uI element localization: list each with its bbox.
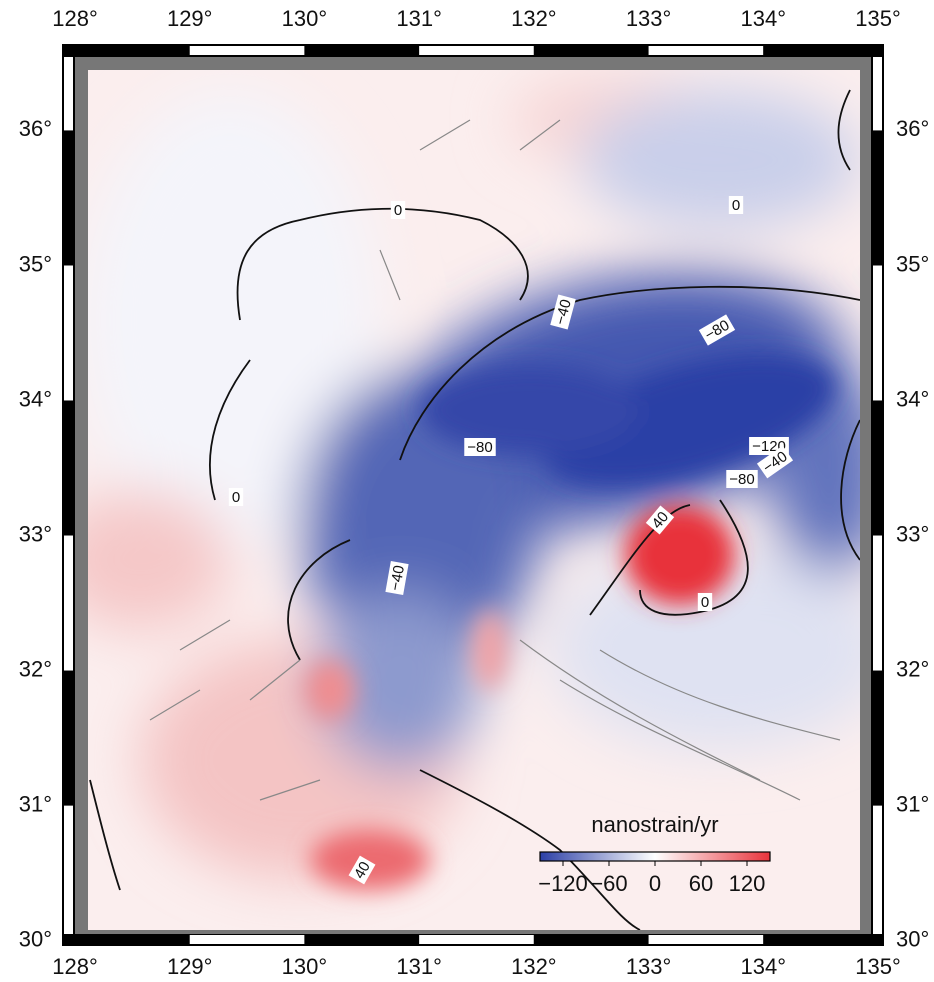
lat-label-left: 32° <box>19 656 52 681</box>
lon-tick <box>534 935 649 944</box>
lon-tick <box>419 935 534 944</box>
lat-tick <box>64 57 73 130</box>
lat-label-right: 35° <box>896 251 929 276</box>
lon-label-bottom: 132° <box>511 954 557 979</box>
contour-label-text: 0 <box>701 594 709 611</box>
colorbar-title: nanostrain/yr <box>591 812 718 837</box>
lon-tick <box>649 935 764 944</box>
lon-label-top: 134° <box>741 6 787 31</box>
contour-label: 0 <box>229 488 243 506</box>
lat-tick <box>873 536 882 671</box>
lat-tick <box>64 671 73 806</box>
lon-tick <box>75 46 190 55</box>
lat-tick <box>873 671 882 806</box>
contour-label: 0 <box>729 196 743 214</box>
lon-tick <box>419 46 534 55</box>
lat-tick <box>873 130 882 265</box>
lon-label-bottom: 135° <box>855 954 901 979</box>
lat-label-right: 33° <box>896 521 929 546</box>
contour-label-text: 0 <box>394 202 402 219</box>
contour-label: 0 <box>698 593 712 611</box>
lat-label-left: 33° <box>19 521 52 546</box>
lat-label-right: 34° <box>896 386 929 411</box>
lon-label-bottom: 133° <box>626 954 672 979</box>
lat-tick <box>873 400 882 535</box>
lon-tick <box>190 935 305 944</box>
colorbar-tick-label: −120 <box>538 871 588 896</box>
lon-label-top: 132° <box>511 6 557 31</box>
lon-tick <box>304 935 419 944</box>
lat-label-right: 30° <box>896 926 929 951</box>
lon-tick <box>763 46 871 55</box>
lon-label-top: 129° <box>167 6 213 31</box>
lon-label-bottom: 128° <box>52 954 98 979</box>
lat-tick <box>64 536 73 671</box>
lon-label-top: 133° <box>626 6 672 31</box>
lon-tick <box>75 935 190 944</box>
lon-label-top: 130° <box>282 6 328 31</box>
lon-tick <box>190 46 305 55</box>
lat-tick <box>64 400 73 535</box>
strain-map: 128° 128° 129° 129° 130° 130° 131° 131° 132° 132°… <box>0 0 934 982</box>
lat-tick <box>64 265 73 400</box>
lon-label-bottom: 129° <box>167 954 213 979</box>
lon-tick <box>534 46 649 55</box>
lat-label-left: 36° <box>19 116 52 141</box>
colorbar-tick-label: 0 <box>649 871 661 896</box>
contour-label-text: 0 <box>732 197 740 214</box>
lat-label-left: 31° <box>19 791 52 816</box>
strain-field <box>50 70 890 930</box>
colorbar-tick-label: 120 <box>729 871 766 896</box>
lat-label-left: 34° <box>19 386 52 411</box>
lon-label-bottom: 134° <box>741 954 787 979</box>
lat-label-left: 30° <box>19 926 52 951</box>
lon-tick <box>649 46 764 55</box>
colorbar <box>540 852 770 861</box>
contour-label: −80 <box>726 470 757 488</box>
colorbar-tick-label: −60 <box>590 871 627 896</box>
lat-tick <box>64 130 73 265</box>
lon-label-top: 135° <box>855 6 901 31</box>
contour-label-text: −80 <box>467 439 492 456</box>
lat-label-right: 36° <box>896 116 929 141</box>
lon-tick <box>763 935 871 944</box>
contour-label-text: 0 <box>232 489 240 506</box>
lat-tick <box>873 57 882 130</box>
lon-label-bottom: 130° <box>282 954 328 979</box>
lat-label-right: 31° <box>896 791 929 816</box>
lat-tick <box>873 265 882 400</box>
lon-label-bottom: 131° <box>396 954 442 979</box>
colorbar-tick-label: 60 <box>689 871 713 896</box>
contour-label-text: −80 <box>729 471 754 488</box>
lon-label-top: 128° <box>52 6 98 31</box>
contour-label: 0 <box>391 201 405 219</box>
lon-tick <box>304 46 419 55</box>
lat-tick <box>873 806 882 934</box>
lat-label-right: 32° <box>896 656 929 681</box>
lon-label-top: 131° <box>396 6 442 31</box>
lat-tick <box>64 806 73 934</box>
lat-label-left: 35° <box>19 251 52 276</box>
contour-label: −80 <box>464 438 495 456</box>
